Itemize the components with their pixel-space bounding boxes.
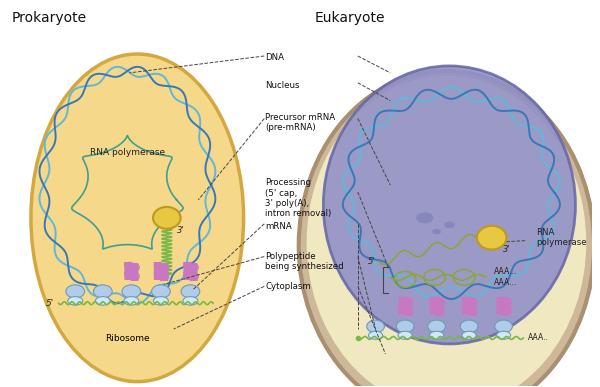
Text: Nucleus: Nucleus — [265, 81, 300, 90]
Ellipse shape — [496, 331, 511, 339]
Ellipse shape — [122, 285, 141, 298]
Text: RNA
polymerase: RNA polymerase — [536, 228, 587, 247]
Text: Eukaryote: Eukaryote — [314, 11, 385, 25]
Ellipse shape — [430, 331, 443, 339]
Ellipse shape — [154, 296, 169, 305]
Ellipse shape — [323, 66, 575, 344]
Ellipse shape — [398, 331, 412, 339]
Ellipse shape — [153, 207, 181, 229]
Ellipse shape — [494, 320, 512, 332]
Ellipse shape — [95, 296, 110, 305]
Text: Polypeptide
being synthesized: Polypeptide being synthesized — [265, 252, 344, 271]
Text: Precursor mRNA
(pre-mRNA): Precursor mRNA (pre-mRNA) — [265, 113, 335, 132]
Text: Processing
(5' cap,
3' poly(A),
intron removal): Processing (5' cap, 3' poly(A), intron r… — [265, 178, 332, 218]
Text: 5': 5' — [368, 257, 376, 266]
Text: AAA...: AAA... — [494, 267, 517, 276]
Ellipse shape — [94, 285, 112, 298]
Ellipse shape — [307, 76, 586, 387]
Text: Prokaryote: Prokaryote — [11, 11, 86, 25]
Ellipse shape — [462, 331, 476, 339]
Ellipse shape — [367, 320, 385, 332]
Ellipse shape — [416, 212, 433, 223]
Ellipse shape — [428, 320, 445, 332]
Ellipse shape — [183, 296, 198, 305]
Text: 3': 3' — [503, 245, 510, 253]
Text: RNA polymerase: RNA polymerase — [90, 148, 165, 157]
Text: Ribosome: Ribosome — [105, 334, 150, 343]
Text: DNA: DNA — [265, 53, 284, 62]
Ellipse shape — [152, 285, 170, 298]
Ellipse shape — [66, 285, 85, 298]
Text: AAA..: AAA.. — [528, 334, 549, 342]
Ellipse shape — [68, 296, 83, 305]
Text: AAA...: AAA... — [494, 278, 517, 287]
Text: 3': 3' — [176, 226, 184, 235]
Ellipse shape — [477, 226, 506, 250]
Ellipse shape — [31, 54, 244, 382]
Ellipse shape — [181, 285, 200, 298]
Text: mRNA: mRNA — [265, 222, 292, 231]
Ellipse shape — [444, 221, 455, 228]
Ellipse shape — [124, 296, 139, 305]
Ellipse shape — [460, 320, 478, 332]
Text: 5': 5' — [46, 299, 53, 308]
Ellipse shape — [432, 229, 441, 235]
Ellipse shape — [368, 331, 383, 339]
Text: Cytoplasm: Cytoplasm — [265, 283, 311, 291]
Ellipse shape — [299, 71, 594, 387]
Ellipse shape — [396, 320, 414, 332]
